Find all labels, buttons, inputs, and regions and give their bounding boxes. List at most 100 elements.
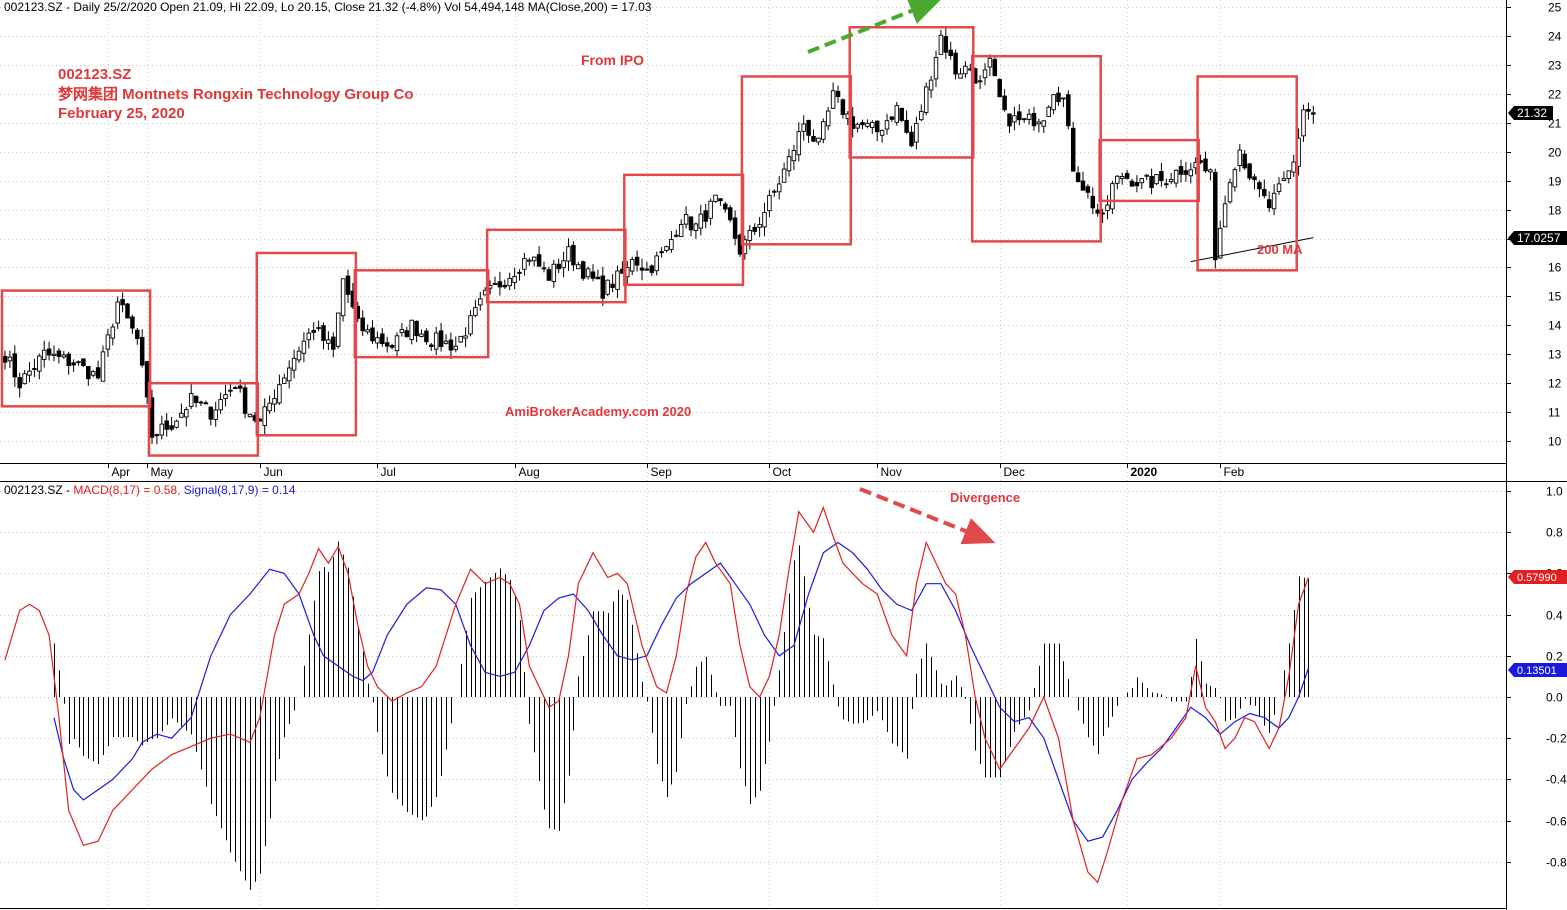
candle-body (384, 342, 390, 347)
month-axis: Apr May Jun Jul Aug Sep Oct Nov Dec 2020 Feb (108, 463, 1245, 479)
candle-body (125, 303, 130, 319)
candle-body (365, 329, 370, 333)
price-tick-label: 18 (1548, 204, 1562, 218)
candle-body (992, 58, 998, 77)
candle-body (644, 268, 650, 271)
candle-body (1139, 178, 1145, 184)
candle-body (502, 284, 508, 288)
candle-body (669, 239, 674, 250)
price-grid (0, 7, 1506, 442)
candle-body (865, 122, 870, 127)
candle-body (1188, 169, 1194, 177)
candle-body (1178, 166, 1184, 175)
candle-body (27, 370, 32, 376)
candle-body (71, 362, 76, 366)
candle-body (169, 425, 174, 430)
candle-body (762, 212, 767, 228)
candle-body (203, 402, 209, 405)
candle-body (1046, 106, 1051, 118)
candle-body (1144, 174, 1149, 177)
candle-body (438, 330, 444, 348)
candle-body (674, 234, 679, 237)
candle-body (1237, 149, 1243, 166)
candle-body (184, 409, 189, 418)
candle-body (879, 130, 885, 136)
candle-body (718, 198, 723, 202)
candle-body (536, 254, 542, 267)
candle-body (664, 246, 669, 251)
macd-tick-label: 0.0 (1546, 691, 1563, 705)
candle-body (223, 394, 228, 400)
candle-body (610, 283, 615, 288)
candle-body (1154, 174, 1159, 185)
candle-body (1012, 115, 1017, 123)
candle-body (600, 275, 606, 299)
range-boxes (0, 26, 1298, 457)
candle-body (1026, 113, 1032, 120)
candle-body (1066, 94, 1071, 127)
macd-axis: -0.8-0.6-0.4-0.20.00.20.40.60.81.0 (1506, 485, 1567, 870)
candle-body (208, 406, 214, 420)
candle-body (399, 328, 405, 334)
candle-body (345, 275, 351, 295)
candle-body (1311, 112, 1316, 115)
candle-body (933, 57, 939, 80)
month-label: Aug (519, 465, 540, 479)
candle-body (233, 387, 238, 390)
candle-body (242, 387, 248, 414)
candle-body (115, 301, 120, 324)
candle-body (909, 131, 914, 147)
macd-grid (0, 491, 1506, 863)
candle-body (1301, 109, 1306, 137)
candle-body (429, 344, 434, 347)
candle-body (61, 354, 67, 358)
candle-body (551, 263, 557, 282)
month-label: Jul (381, 465, 396, 479)
candle-body (17, 376, 22, 389)
candle-body (389, 345, 395, 348)
candle-body (56, 350, 62, 357)
candle-body (193, 395, 199, 403)
candle-body (1080, 180, 1086, 191)
candle-body (963, 65, 968, 75)
candle-body (1149, 175, 1154, 189)
candle-body (801, 123, 806, 132)
candle-body (1306, 109, 1311, 112)
price-tick-label: 20 (1548, 146, 1562, 160)
macd-tick-label: -0.8 (1546, 856, 1567, 870)
candle-body (1129, 180, 1135, 187)
candle-body (1247, 163, 1252, 179)
month-label: Dec (1004, 465, 1025, 479)
candle-body (46, 348, 52, 356)
candle-body (727, 207, 733, 221)
candle-body (580, 261, 586, 279)
signal-value-badge: 0.13501 (1508, 663, 1567, 677)
candle-body (629, 259, 635, 272)
svg-text:0.13501: 0.13501 (1517, 665, 1557, 677)
candle-body (693, 223, 699, 231)
candle-body (830, 90, 836, 109)
candle-body (703, 210, 708, 222)
candle-body (424, 330, 429, 343)
candle-body (615, 270, 620, 290)
candle-body (894, 105, 900, 123)
candle-body (1173, 169, 1179, 184)
candle-body (277, 384, 282, 404)
candle-body (811, 136, 816, 142)
candle-body (32, 368, 37, 370)
month-label: Oct (773, 465, 792, 479)
candle-body (130, 316, 135, 329)
candle-body (340, 278, 346, 317)
signal-line (53, 541, 1309, 842)
candle-body (767, 194, 772, 212)
candle-body (262, 406, 267, 426)
candle-body (120, 299, 125, 306)
month-label: 2020 (1131, 465, 1158, 479)
candle-body (566, 246, 571, 262)
candle-body (90, 371, 96, 376)
ma200-segment (1190, 237, 1314, 263)
last-price-badge: 21.32 (1508, 106, 1553, 120)
candle-body (531, 256, 537, 262)
candle-body (541, 267, 547, 270)
candle-body (870, 121, 875, 128)
